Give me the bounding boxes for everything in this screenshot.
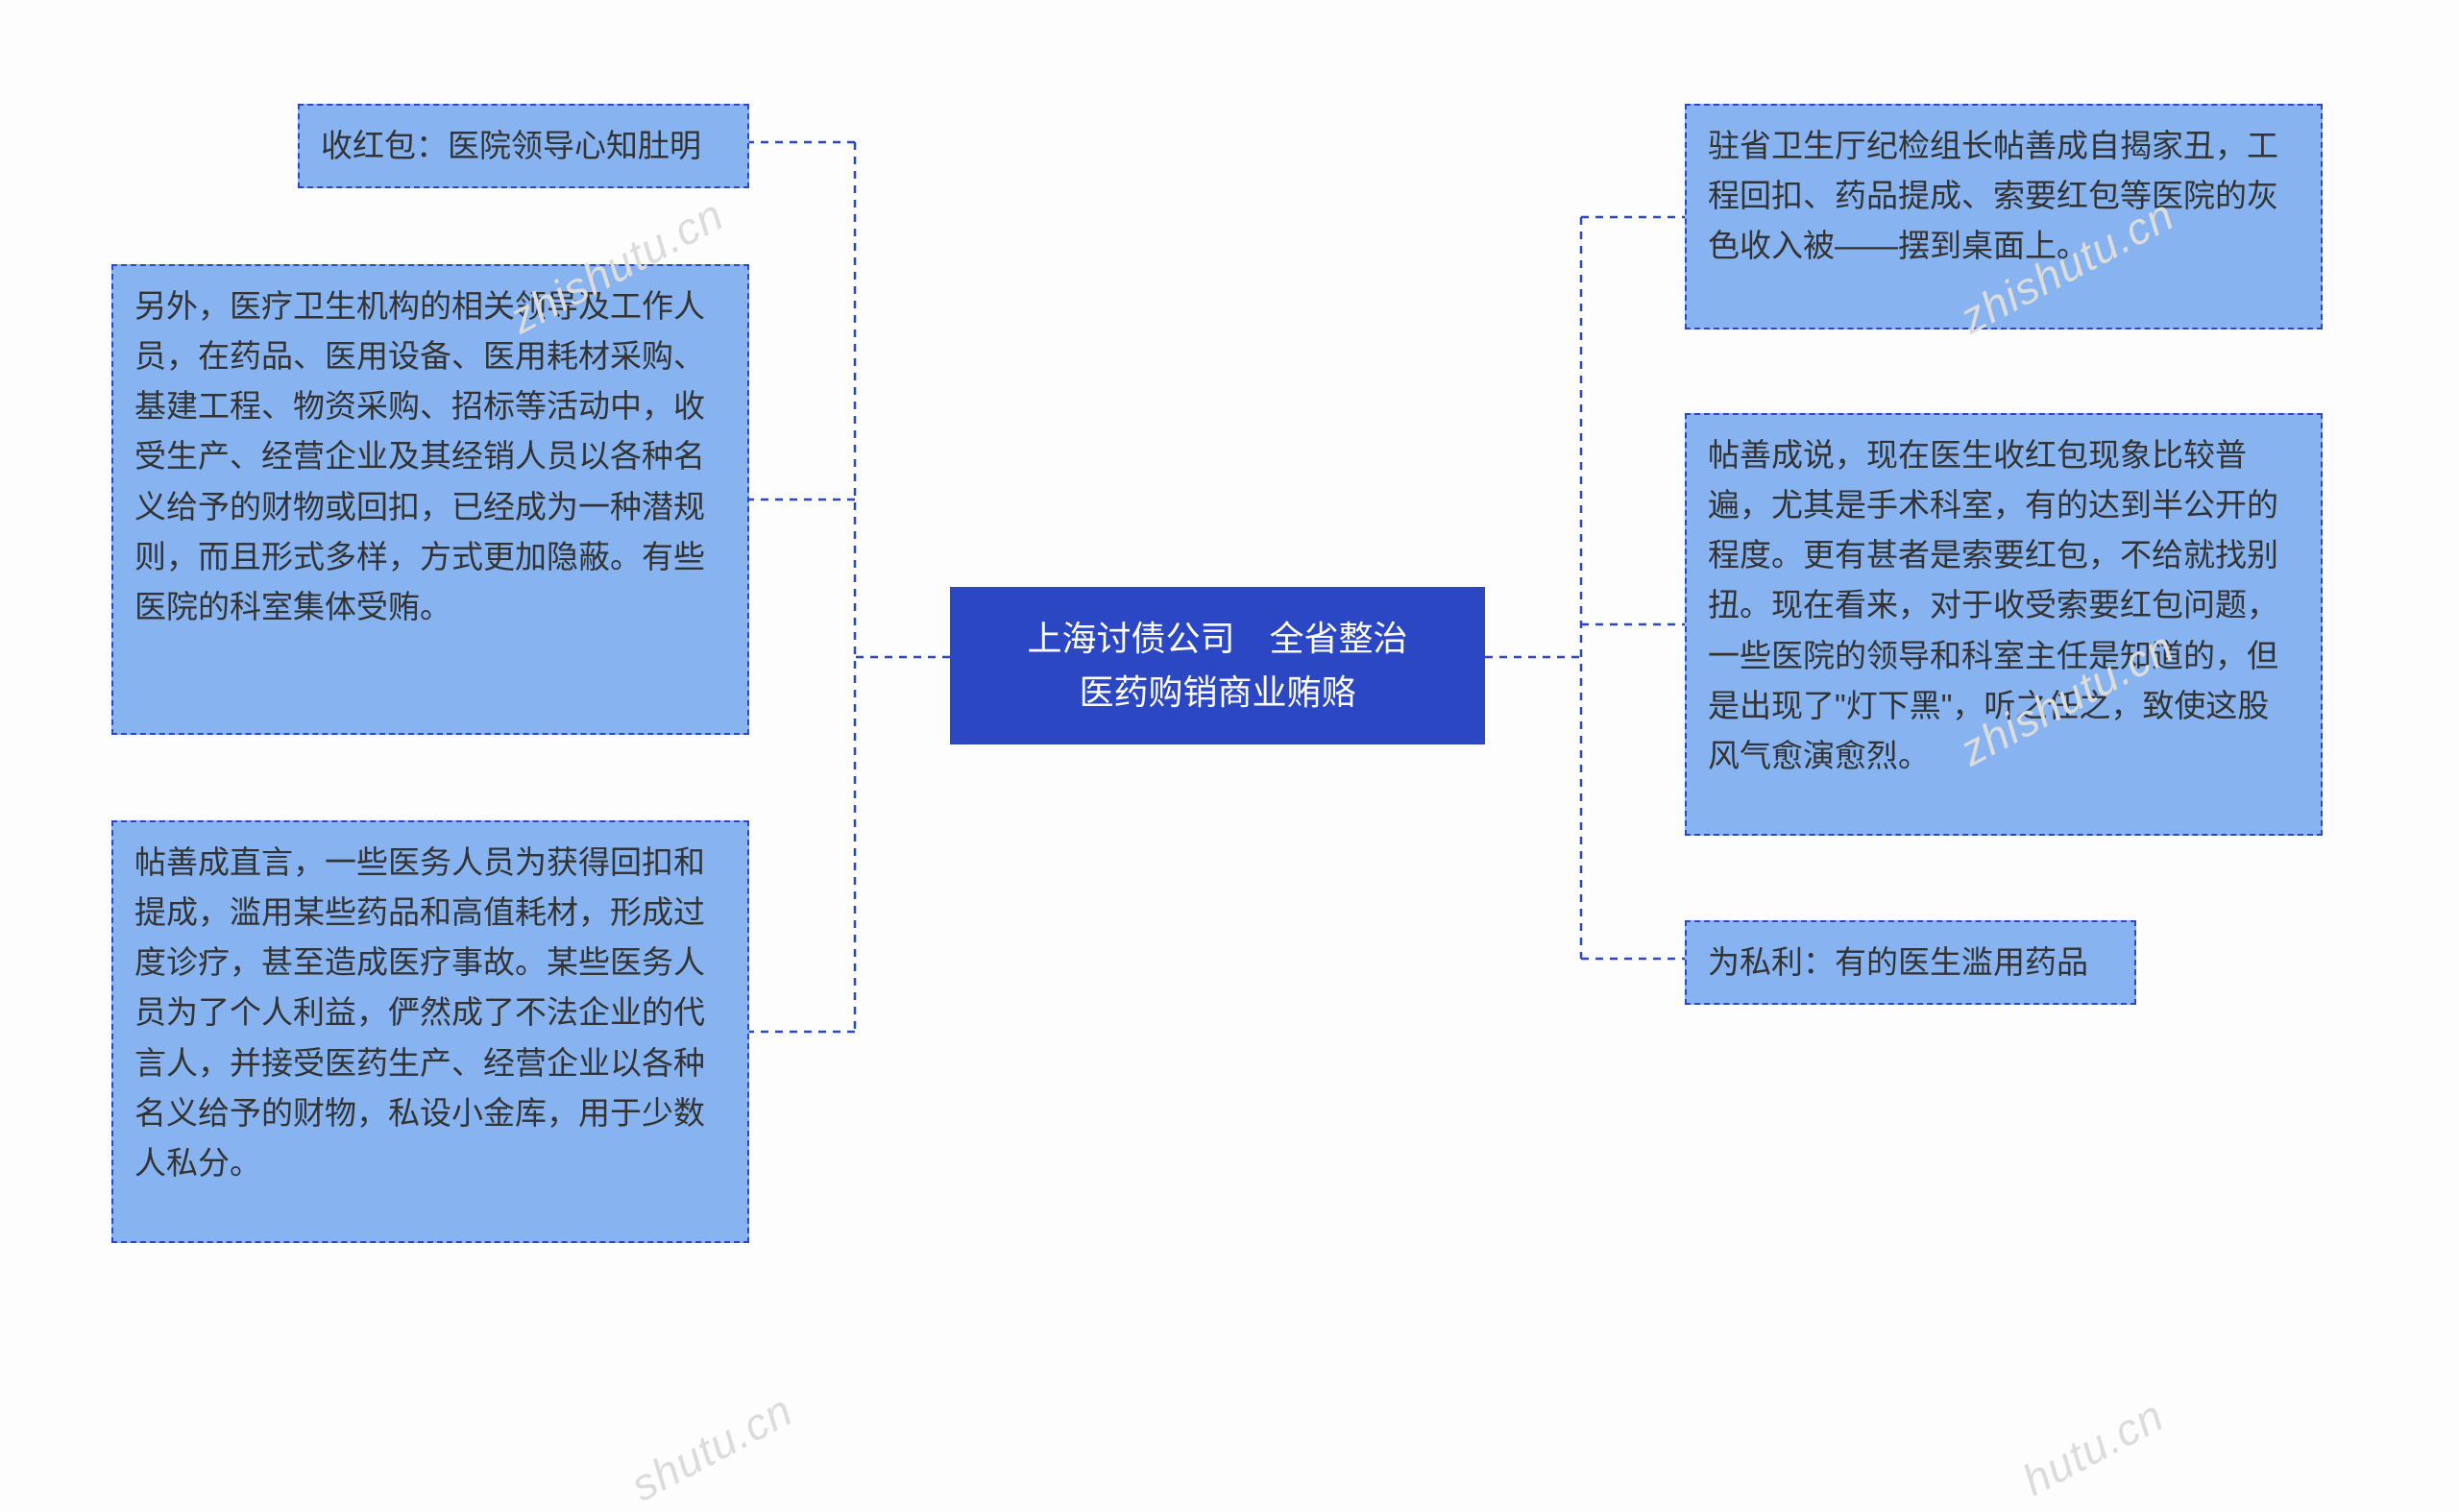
right-node-R1: 驻省卫生厅纪检组长帖善成自揭家丑，工程回扣、药品提成、索要红包等医院的灰色收入被…	[1685, 104, 2323, 329]
watermark: shutu.cn	[622, 1383, 801, 1511]
watermark: hutu.cn	[2014, 1389, 2173, 1506]
center-topic: 上海讨债公司 全省整治医药购销商业贿赂	[950, 587, 1485, 744]
left-node-L3: 帖善成直言，一些医务人员为获得回扣和提成，滥用某些药品和高值耗材，形成过度诊疗，…	[111, 820, 749, 1243]
mindmap-canvas: 上海讨债公司 全省整治医药购销商业贿赂 收红包：医院领导心知肚明另外，医疗卫生机…	[0, 0, 2459, 1473]
right-node-R3: 为私利：有的医生滥用药品	[1685, 920, 2136, 1005]
right-node-R2: 帖善成说，现在医生收红包现象比较普遍，尤其是手术科室，有的达到半公开的程度。更有…	[1685, 413, 2323, 836]
left-node-L1: 收红包：医院领导心知肚明	[298, 104, 749, 188]
left-node-L2: 另外，医疗卫生机构的相关领导及工作人员，在药品、医用设备、医用耗材采购、基建工程…	[111, 264, 749, 735]
